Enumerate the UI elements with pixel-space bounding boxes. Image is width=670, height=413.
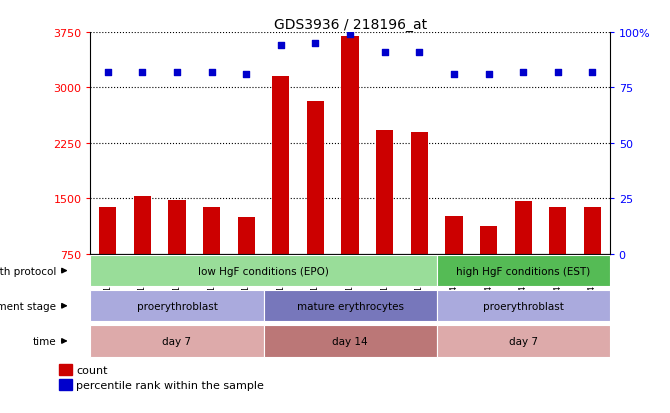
- Bar: [411, 133, 428, 254]
- Text: mature erythrocytes: mature erythrocytes: [297, 301, 403, 311]
- Bar: [272, 76, 289, 254]
- Title: GDS3936 / 218196_at: GDS3936 / 218196_at: [273, 18, 427, 32]
- Bar: [437, 290, 610, 322]
- Bar: [203, 208, 220, 254]
- Bar: [134, 197, 151, 254]
- Text: count: count: [76, 365, 108, 375]
- Point: [241, 72, 252, 78]
- Bar: [515, 202, 532, 254]
- Bar: [99, 208, 117, 254]
- Point: [275, 43, 286, 50]
- Text: high HgF conditions (EST): high HgF conditions (EST): [456, 266, 590, 276]
- Bar: [376, 130, 393, 254]
- Bar: [263, 325, 437, 357]
- Text: growth protocol: growth protocol: [0, 266, 56, 276]
- Point: [310, 41, 321, 47]
- Bar: [168, 200, 186, 254]
- Point: [552, 69, 563, 76]
- Point: [587, 69, 598, 76]
- Bar: [437, 325, 610, 357]
- Bar: [90, 325, 263, 357]
- Point: [379, 50, 390, 56]
- Point: [172, 69, 182, 76]
- Point: [483, 72, 494, 78]
- Bar: [60, 364, 72, 375]
- Bar: [480, 226, 497, 254]
- Text: proerythroblast: proerythroblast: [137, 301, 218, 311]
- Bar: [90, 255, 437, 287]
- Bar: [342, 37, 358, 254]
- Text: day 7: day 7: [509, 336, 537, 346]
- Bar: [437, 255, 610, 287]
- Point: [344, 32, 355, 38]
- Point: [137, 69, 147, 76]
- Text: low HgF conditions (EPO): low HgF conditions (EPO): [198, 266, 329, 276]
- Bar: [263, 290, 437, 322]
- Text: percentile rank within the sample: percentile rank within the sample: [76, 380, 264, 389]
- Text: development stage: development stage: [0, 301, 56, 311]
- Text: proerythroblast: proerythroblast: [482, 301, 563, 311]
- Point: [206, 69, 217, 76]
- Text: day 14: day 14: [332, 336, 368, 346]
- Bar: [90, 290, 263, 322]
- Point: [449, 72, 460, 78]
- Point: [414, 50, 425, 56]
- Text: time: time: [32, 336, 56, 346]
- Bar: [584, 208, 601, 254]
- Point: [103, 69, 113, 76]
- Bar: [307, 102, 324, 254]
- Text: day 7: day 7: [163, 336, 192, 346]
- Bar: [60, 379, 72, 390]
- Point: [518, 69, 529, 76]
- Bar: [549, 208, 566, 254]
- Bar: [446, 216, 462, 254]
- Bar: [238, 217, 255, 254]
